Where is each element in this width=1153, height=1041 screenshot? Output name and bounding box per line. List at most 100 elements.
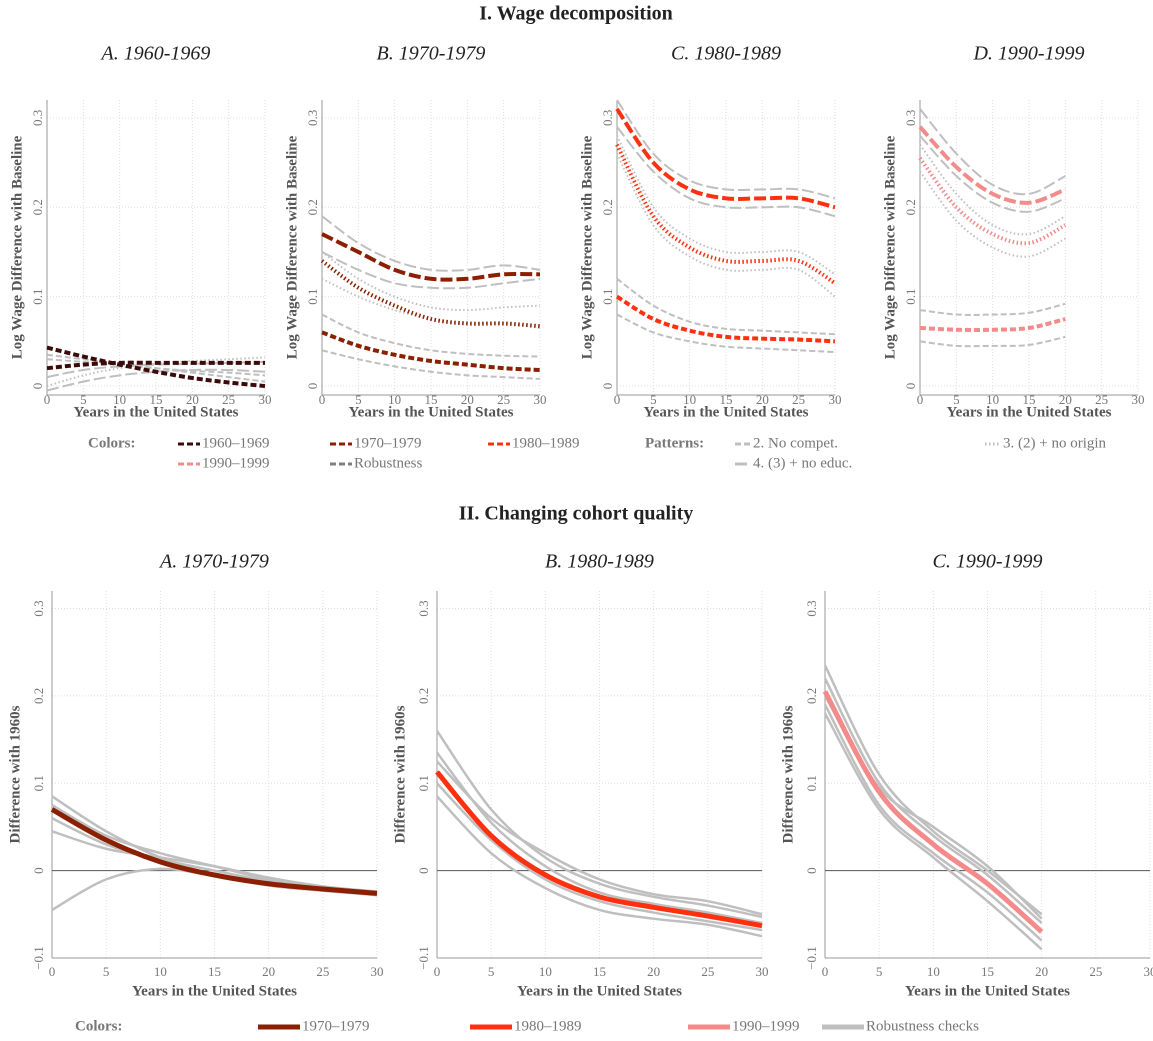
series-line bbox=[616, 99, 836, 200]
panel-title: D. 1990-1999 bbox=[972, 43, 1084, 65]
legend-label: Robustness bbox=[354, 455, 423, 471]
legend-label: 1960–1969 bbox=[202, 435, 270, 451]
y-tick-label: 0 bbox=[804, 867, 819, 874]
y-tick-label: 0.3 bbox=[903, 110, 918, 126]
series-line bbox=[436, 760, 763, 916]
x-tick-label: 30 bbox=[259, 392, 272, 407]
x-tick-label: 5 bbox=[650, 392, 657, 407]
series-line bbox=[919, 317, 1066, 332]
x-tick-label: 20 bbox=[1035, 964, 1048, 979]
y-tick-label: 0.1 bbox=[305, 289, 320, 305]
y-axis-label: Difference with 1960s bbox=[7, 705, 23, 843]
panel-title: B. 1970-1979 bbox=[377, 43, 486, 65]
series-line bbox=[321, 215, 541, 272]
y-tick-label: 0.2 bbox=[31, 688, 46, 704]
x-tick-label: 20 bbox=[262, 964, 275, 979]
legend-label: 1980–1989 bbox=[514, 1018, 582, 1034]
legend-label: 1970–1979 bbox=[302, 1018, 370, 1034]
y-tick-label: 0.2 bbox=[305, 199, 320, 215]
y-tick-label: 0 bbox=[31, 867, 46, 874]
x-tick-label: 10 bbox=[388, 392, 401, 407]
series-line bbox=[616, 126, 836, 218]
x-tick-label: 0 bbox=[319, 392, 326, 407]
y-tick-label: 0.3 bbox=[416, 600, 431, 616]
x-tick-label: 10 bbox=[113, 392, 126, 407]
y-tick-label: 0.3 bbox=[804, 600, 819, 616]
x-axis-label: Years in the United States bbox=[132, 983, 297, 999]
x-tick-label: 15 bbox=[593, 964, 606, 979]
x-tick-label: 5 bbox=[103, 964, 110, 979]
series-line bbox=[436, 751, 763, 925]
x-tick-label: 0 bbox=[44, 392, 51, 407]
x-tick-label: 25 bbox=[497, 392, 510, 407]
series-line bbox=[321, 349, 541, 380]
x-axis-label: Years in the United States bbox=[349, 404, 514, 420]
x-axis-label: Years in the United States bbox=[517, 983, 682, 999]
series-line bbox=[822, 690, 1044, 934]
panel-title: A. 1970-1979 bbox=[158, 551, 269, 573]
series-line bbox=[919, 302, 1066, 316]
y-tick-label: 0 bbox=[903, 383, 918, 390]
x-tick-label: 10 bbox=[539, 964, 552, 979]
x-tick-label: 15 bbox=[425, 392, 438, 407]
x-tick-label: 30 bbox=[829, 392, 842, 407]
x-tick-label: 15 bbox=[720, 392, 733, 407]
y-tick-label: 0.3 bbox=[305, 110, 320, 126]
y-axis-label: Log Wage Difference with Baseline bbox=[284, 135, 300, 359]
y-tick-label: 0.1 bbox=[804, 775, 819, 791]
x-axis-label: Years in the United States bbox=[905, 983, 1070, 999]
x-tick-label: 20 bbox=[461, 392, 474, 407]
y-tick-label: 0.2 bbox=[600, 199, 615, 215]
y-tick-label: 0.2 bbox=[416, 688, 431, 704]
x-tick-label: 0 bbox=[614, 392, 621, 407]
x-tick-label: 25 bbox=[701, 964, 714, 979]
series-line bbox=[50, 807, 378, 896]
y-tick-label: 0.3 bbox=[31, 600, 46, 616]
series-line bbox=[918, 156, 1067, 246]
series-line bbox=[435, 730, 763, 919]
x-tick-label: 10 bbox=[683, 392, 696, 407]
series-line bbox=[919, 335, 1066, 348]
series-line bbox=[321, 251, 541, 290]
x-tick-label: 30 bbox=[1132, 392, 1145, 407]
y-axis-label: Difference with 1960s bbox=[392, 705, 408, 843]
y-tick-label: 0.1 bbox=[903, 289, 918, 305]
y-tick-label: 0 bbox=[600, 383, 615, 390]
series-line bbox=[435, 770, 763, 929]
x-tick-label: 0 bbox=[434, 964, 441, 979]
series-line bbox=[51, 795, 378, 897]
y-tick-label: 0.3 bbox=[30, 110, 45, 126]
x-axis-label: Years in the United States bbox=[644, 404, 809, 420]
x-tick-label: 5 bbox=[355, 392, 362, 407]
x-tick-label: 10 bbox=[154, 964, 167, 979]
series-line bbox=[46, 360, 265, 371]
series-line bbox=[615, 294, 836, 344]
series-line bbox=[919, 135, 1066, 213]
x-tick-label: 15 bbox=[208, 964, 221, 979]
x-tick-label: 30 bbox=[756, 964, 769, 979]
series-line bbox=[46, 368, 266, 392]
legend-heading: Colors: bbox=[88, 435, 136, 451]
x-tick-label: 25 bbox=[316, 964, 329, 979]
series-line bbox=[918, 125, 1067, 205]
y-tick-label: 0.2 bbox=[804, 688, 819, 704]
x-tick-label: 10 bbox=[927, 964, 940, 979]
series-line bbox=[823, 664, 1043, 916]
y-tick-label: 0 bbox=[30, 383, 45, 390]
legend-label: 1990–1999 bbox=[202, 455, 270, 471]
y-tick-label: 0.2 bbox=[903, 199, 918, 215]
legend-label: 4. (3) + no educ. bbox=[753, 455, 852, 471]
y-tick-label: 0.1 bbox=[30, 289, 45, 305]
series-line bbox=[46, 353, 266, 383]
y-axis-label: Log Wage Difference with Baseline bbox=[9, 135, 25, 359]
x-tick-label: 15 bbox=[150, 392, 163, 407]
x-tick-label: 5 bbox=[488, 964, 495, 979]
series-line bbox=[321, 232, 541, 282]
series-line bbox=[321, 251, 541, 312]
x-tick-label: 10 bbox=[986, 392, 999, 407]
x-tick-label: 15 bbox=[981, 964, 994, 979]
legend-label: Robustness checks bbox=[866, 1018, 979, 1034]
x-axis-label: Years in the United States bbox=[74, 404, 239, 420]
series-line bbox=[615, 107, 836, 210]
y-tick-label: −0.1 bbox=[31, 946, 46, 970]
